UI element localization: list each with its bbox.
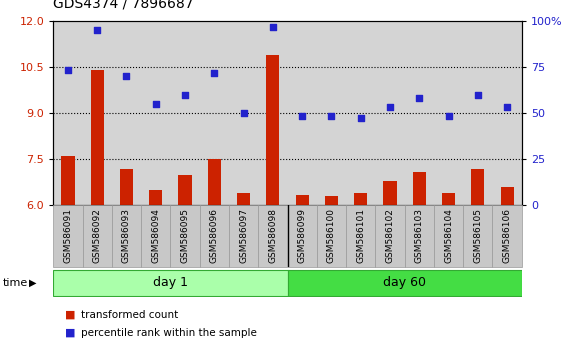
Bar — [287, 270, 522, 296]
Bar — [375, 205, 404, 267]
Bar — [178, 175, 192, 205]
Point — [210, 70, 219, 76]
Bar — [266, 55, 279, 205]
Text: GSM586103: GSM586103 — [415, 208, 424, 263]
Text: GSM586092: GSM586092 — [93, 208, 102, 263]
Bar — [413, 172, 426, 205]
Bar — [120, 169, 133, 205]
Point — [385, 104, 394, 110]
Text: ■: ■ — [65, 310, 75, 320]
Bar — [237, 193, 250, 205]
Point — [93, 28, 102, 33]
Point — [122, 74, 131, 79]
Bar — [229, 205, 258, 267]
Bar — [463, 205, 493, 267]
Bar — [500, 187, 514, 205]
Bar — [141, 205, 171, 267]
Point — [444, 114, 453, 119]
Text: GSM586100: GSM586100 — [327, 208, 336, 263]
Bar — [61, 156, 75, 205]
Text: time: time — [3, 278, 28, 288]
Point — [268, 24, 277, 30]
Text: GSM586105: GSM586105 — [473, 208, 482, 263]
Bar — [200, 205, 229, 267]
Text: GSM586093: GSM586093 — [122, 208, 131, 263]
Text: GSM586104: GSM586104 — [444, 208, 453, 263]
Text: percentile rank within the sample: percentile rank within the sample — [81, 328, 257, 338]
Bar — [325, 196, 338, 205]
Bar — [354, 193, 367, 205]
Bar — [171, 205, 200, 267]
Bar — [493, 205, 522, 267]
Text: ■: ■ — [65, 328, 75, 338]
Bar — [287, 205, 317, 267]
Text: GSM586106: GSM586106 — [503, 208, 512, 263]
Text: GSM586096: GSM586096 — [210, 208, 219, 263]
Point — [181, 92, 190, 98]
Bar — [442, 193, 455, 205]
Bar — [258, 205, 287, 267]
Point — [298, 114, 307, 119]
Text: GSM586102: GSM586102 — [385, 208, 394, 263]
Text: day 60: day 60 — [383, 276, 426, 289]
Point — [356, 115, 365, 121]
Point — [327, 114, 336, 119]
Bar — [53, 205, 82, 267]
Text: GSM586094: GSM586094 — [151, 208, 160, 263]
Text: GSM586099: GSM586099 — [298, 208, 307, 263]
Text: GSM586098: GSM586098 — [268, 208, 277, 263]
Bar — [296, 195, 309, 205]
Text: GSM586097: GSM586097 — [239, 208, 248, 263]
Point — [151, 101, 160, 107]
Bar — [208, 159, 221, 205]
Text: day 1: day 1 — [153, 276, 188, 289]
Text: transformed count: transformed count — [81, 310, 178, 320]
Bar — [383, 181, 397, 205]
Point — [415, 95, 424, 101]
Bar — [317, 205, 346, 267]
Bar — [471, 169, 484, 205]
Text: GSM586101: GSM586101 — [356, 208, 365, 263]
Bar — [82, 205, 112, 267]
Text: GSM586095: GSM586095 — [181, 208, 190, 263]
Bar — [91, 70, 104, 205]
Text: GDS4374 / 7896687: GDS4374 / 7896687 — [53, 0, 194, 11]
Bar — [53, 270, 287, 296]
Text: ▶: ▶ — [29, 278, 36, 288]
Bar — [112, 205, 141, 267]
Point — [473, 92, 482, 98]
Text: GSM586091: GSM586091 — [63, 208, 72, 263]
Bar — [149, 190, 162, 205]
Point — [503, 104, 512, 110]
Point — [63, 68, 72, 73]
Point — [239, 110, 248, 116]
Bar — [346, 205, 375, 267]
Bar — [404, 205, 434, 267]
Bar — [434, 205, 463, 267]
